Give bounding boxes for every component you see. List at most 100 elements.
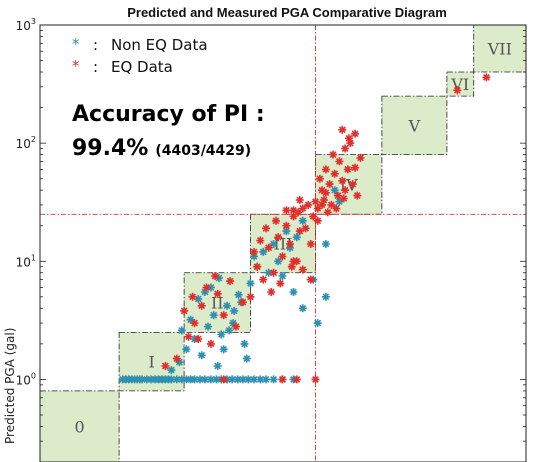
points-layer xyxy=(118,73,491,384)
point-eq-data-3 xyxy=(190,319,199,328)
point-eq-data-21 xyxy=(274,233,283,242)
point-eq-data-35 xyxy=(294,208,303,217)
point-eq-data-80 xyxy=(278,375,287,384)
point-eq-data-55 xyxy=(343,165,352,174)
legend-label-eq: EQ Data xyxy=(111,58,173,76)
point-non-eq-data-51 xyxy=(194,294,203,303)
point-eq-data-56 xyxy=(321,165,330,174)
y-tick-label-3: 103 xyxy=(16,17,36,33)
y-tick-label-2: 102 xyxy=(16,135,36,151)
point-non-eq-data-53 xyxy=(213,362,222,370)
point-non-eq-data-39 xyxy=(182,345,191,354)
point-eq-data-28 xyxy=(250,247,258,256)
accuracy-annotation: Accuracy of PI : 99.4% (4403/4429) xyxy=(72,102,265,161)
point-eq-data-30 xyxy=(262,224,270,233)
point-eq-data-76 xyxy=(282,206,291,215)
threshold-layer xyxy=(40,25,526,462)
point-non-eq-data-20 xyxy=(190,375,199,384)
point-non-eq-data-55 xyxy=(225,326,234,335)
point-eq-data-77 xyxy=(219,375,228,384)
point-non-eq-data-74 xyxy=(298,304,307,313)
point-eq-data-12 xyxy=(194,335,203,343)
point-eq-data-70 xyxy=(323,208,332,217)
point-eq-data-27 xyxy=(295,227,304,236)
legend-label-non-eq: Non EQ Data xyxy=(111,36,208,54)
point-non-eq-data-48 xyxy=(240,339,249,348)
point-eq-data-1 xyxy=(172,354,181,363)
point-eq-data-67 xyxy=(320,196,328,204)
point-eq-data-47 xyxy=(330,169,339,178)
zone-label-6: VI xyxy=(450,75,469,94)
point-non-eq-data-27 xyxy=(228,375,237,384)
point-non-eq-data-54 xyxy=(219,345,228,354)
point-eq-data-69 xyxy=(311,197,320,206)
point-non-eq-data-61 xyxy=(214,274,223,283)
point-eq-data-20 xyxy=(269,268,278,277)
point-eq-data-74 xyxy=(298,265,307,274)
point-eq-data-31 xyxy=(272,216,280,225)
point-eq-data-49 xyxy=(341,144,350,153)
point-eq-data-41 xyxy=(295,196,304,204)
point-non-eq-data-65 xyxy=(274,257,283,266)
point-non-eq-data-8 xyxy=(142,375,151,384)
point-non-eq-data-73 xyxy=(313,319,322,328)
point-eq-data-36 xyxy=(298,204,307,213)
point-eq-data-11 xyxy=(180,306,189,315)
point-eq-data-63 xyxy=(338,125,347,134)
point-eq-data-57 xyxy=(329,150,338,159)
point-eq-data-71 xyxy=(333,191,342,200)
point-eq-data-52 xyxy=(327,200,336,209)
point-eq-data-24 xyxy=(286,240,294,248)
point-non-eq-data-67 xyxy=(264,268,273,277)
point-eq-data-37 xyxy=(304,200,313,209)
point-non-eq-data-32 xyxy=(256,375,265,384)
point-eq-data-64 xyxy=(346,139,355,148)
point-eq-data-48 xyxy=(335,157,344,166)
point-non-eq-data-45 xyxy=(223,301,231,310)
point-eq-data-46 xyxy=(325,180,334,189)
zone-box-3 xyxy=(250,213,316,274)
point-eq-data-29 xyxy=(256,236,265,245)
point-non-eq-data-17 xyxy=(177,375,186,384)
point-non-eq-data-31 xyxy=(250,375,258,384)
point-eq-data-44 xyxy=(318,200,326,209)
point-eq-data-19 xyxy=(264,243,273,252)
point-non-eq-data-24 xyxy=(212,375,221,384)
point-eq-data-2 xyxy=(184,332,193,341)
point-eq-data-8 xyxy=(226,277,235,286)
point-non-eq-data-42 xyxy=(204,322,212,331)
point-non-eq-data-72 xyxy=(250,252,258,261)
point-non-eq-data-7 xyxy=(138,375,147,384)
point-eq-data-40 xyxy=(309,212,318,221)
point-eq-data-58 xyxy=(315,174,324,183)
point-non-eq-data-79 xyxy=(330,186,339,195)
point-non-eq-data-16 xyxy=(172,375,181,384)
point-eq-data-78 xyxy=(311,375,320,384)
point-eq-data-38 xyxy=(301,224,310,233)
point-eq-data-0 xyxy=(161,362,170,370)
point-non-eq-data-63 xyxy=(259,247,268,256)
point-non-eq-data-50 xyxy=(186,315,195,324)
point-eq-data-73 xyxy=(306,275,315,284)
legend-sep-eq: : xyxy=(93,58,98,76)
point-eq-data-51 xyxy=(318,186,326,195)
point-eq-data-79 xyxy=(292,375,301,384)
point-eq-data-68 xyxy=(313,204,322,213)
point-non-eq-data-44 xyxy=(217,330,226,339)
point-non-eq-data-46 xyxy=(229,319,238,328)
point-non-eq-data-34 xyxy=(269,375,278,384)
point-non-eq-data-15 xyxy=(167,375,176,384)
point-non-eq-data-47 xyxy=(234,290,243,299)
point-eq-data-61 xyxy=(353,191,362,200)
point-non-eq-data-33 xyxy=(262,375,270,384)
legend-marker-eq: * xyxy=(72,57,80,75)
point-eq-data-81 xyxy=(453,86,462,95)
point-non-eq-data-18 xyxy=(182,375,191,384)
point-non-eq-data-70 xyxy=(292,233,301,242)
legend-marker-non-eq: * xyxy=(72,35,80,53)
point-non-eq-data-43 xyxy=(209,311,218,320)
point-eq-data-32 xyxy=(276,279,285,288)
point-eq-data-22 xyxy=(278,252,287,261)
